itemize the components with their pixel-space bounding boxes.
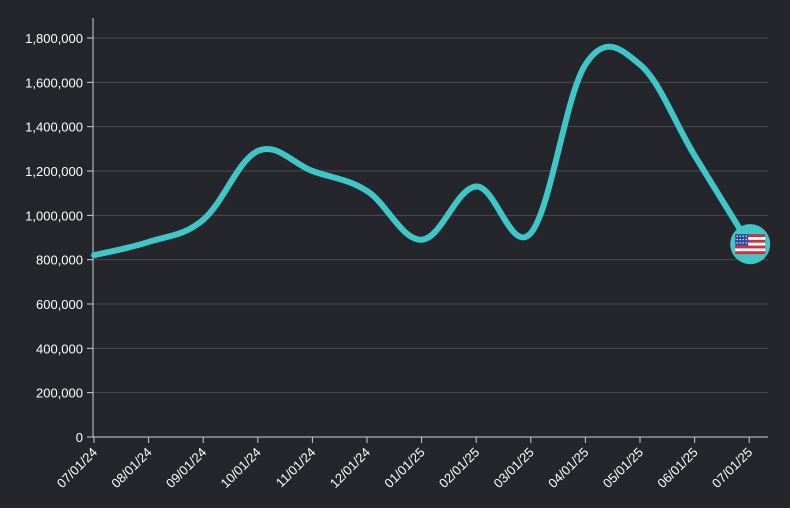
- y-tick-label: 600,000: [36, 297, 83, 312]
- flag-stripe: [735, 245, 766, 249]
- x-tick-label: 09/01/24: [163, 445, 209, 491]
- flag-star: [742, 242, 744, 244]
- grid-lines: [93, 37, 768, 394]
- y-tick-label: 1,800,000: [25, 31, 83, 46]
- flag-stripe: [735, 242, 766, 246]
- y-tick-label: 200,000: [36, 386, 83, 401]
- x-tick-label: 03/01/25: [491, 445, 537, 491]
- flag-star: [736, 238, 738, 241]
- x-tick-label: 11/01/24: [273, 445, 319, 491]
- y-tick-label: 0: [76, 430, 83, 445]
- y-tick-label: 1,600,000: [25, 75, 83, 90]
- end-marker: [730, 224, 771, 265]
- y-axis-labels: 0 200,000 400,000 600,000 800,000 1,000,000 1,…: [25, 31, 83, 445]
- x-tick-label: 02/01/25: [436, 445, 482, 491]
- x-tick-label: 07/01/25: [709, 445, 755, 491]
- flag-canton: [735, 234, 749, 246]
- flag-stripe: [735, 248, 766, 252]
- x-tick-label: 10/01/24: [218, 445, 264, 491]
- x-tick-label: 04/01/25: [545, 445, 591, 491]
- x-axis-labels: 07/01/24 08/01/24 09/01/24 10/01/24 11/01/24…: [54, 445, 756, 491]
- x-tick-label: 12/01/24: [327, 445, 373, 491]
- flag-star: [745, 242, 747, 244]
- flag-star: [742, 238, 744, 241]
- flag-stripe: [735, 237, 766, 240]
- flag-stripe: [735, 234, 766, 238]
- axes: [87, 18, 768, 443]
- x-tick-label: 05/01/25: [600, 445, 646, 491]
- x-tick-label: 01/01/25: [381, 445, 427, 491]
- x-tick-label: 07/01/24: [54, 445, 100, 491]
- flag-star: [736, 235, 738, 237]
- flag-star: [739, 242, 741, 244]
- series-group: [91, 43, 753, 259]
- x-tick-label: 06/01/25: [654, 445, 700, 491]
- y-tick-label: 1,000,000: [25, 208, 83, 223]
- y-tick-label: 1,400,000: [25, 120, 83, 135]
- y-tick-label: 400,000: [36, 341, 83, 356]
- flag-star: [742, 235, 744, 237]
- us-flag-icon: [735, 234, 766, 255]
- flag-star: [739, 235, 741, 237]
- flag-star: [736, 242, 738, 244]
- flag-stripe: [735, 239, 766, 243]
- x-tick-label: 08/01/24: [108, 445, 154, 491]
- flag-stripe: [735, 251, 766, 255]
- flag-star: [745, 235, 747, 237]
- y-tick-label: 800,000: [36, 253, 83, 268]
- series-line: [91, 43, 753, 259]
- y-tick-label: 1,200,000: [25, 164, 83, 179]
- flag-star: [739, 238, 741, 241]
- flag-star: [745, 238, 747, 241]
